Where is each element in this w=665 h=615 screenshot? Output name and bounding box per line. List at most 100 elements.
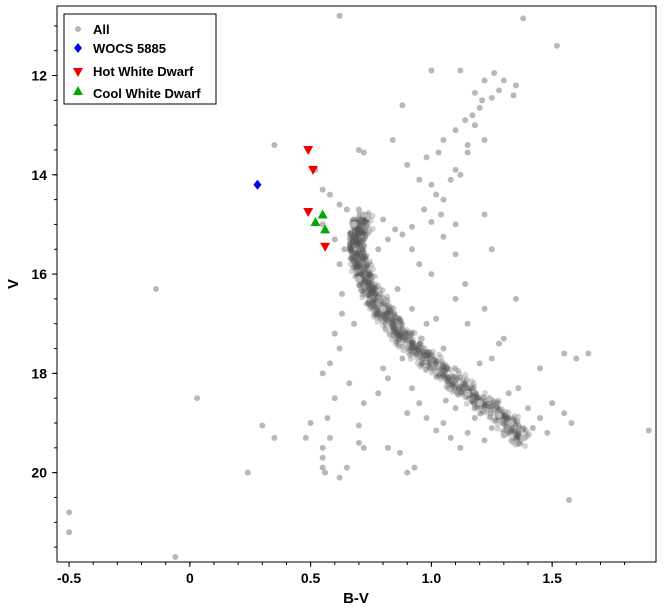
ridge-point bbox=[353, 226, 360, 233]
ridge-point bbox=[450, 381, 457, 388]
ridge-point bbox=[424, 349, 431, 356]
ridge-point bbox=[353, 242, 360, 249]
ridge-point bbox=[442, 367, 449, 374]
ridge-point bbox=[364, 281, 371, 288]
ridge-point bbox=[346, 242, 353, 249]
ridge-point bbox=[429, 352, 436, 359]
ridge-point bbox=[374, 304, 381, 311]
ridge-point bbox=[350, 238, 357, 245]
ridge-point bbox=[389, 311, 396, 318]
ridge-point bbox=[436, 366, 443, 373]
ridge-point bbox=[403, 329, 410, 336]
ridge-point bbox=[488, 404, 495, 411]
point-all bbox=[409, 223, 416, 230]
ridge-point bbox=[414, 341, 421, 348]
ridge-point bbox=[481, 400, 488, 407]
ridge-point bbox=[410, 340, 417, 347]
ridge-point bbox=[354, 215, 361, 222]
legend: All WOCS 5885 Hot White Dwarf Cool White… bbox=[63, 13, 217, 105]
ridge-point bbox=[396, 333, 403, 340]
ridge-point bbox=[453, 374, 460, 381]
ridge-point bbox=[418, 344, 425, 351]
ridge-point bbox=[406, 340, 413, 347]
ridge-point bbox=[433, 374, 440, 381]
ridge-point bbox=[359, 236, 366, 243]
ridge-point bbox=[500, 409, 507, 416]
ridge-point bbox=[396, 336, 403, 343]
ridge-point bbox=[347, 229, 354, 236]
ridge-point bbox=[424, 352, 431, 359]
ridge-point bbox=[403, 336, 410, 343]
ridge-point bbox=[440, 372, 447, 379]
point-all bbox=[508, 420, 515, 426]
ridge-point bbox=[432, 359, 439, 366]
ridge-point bbox=[431, 361, 438, 368]
ridge-point bbox=[369, 287, 376, 294]
ridge-point bbox=[451, 387, 458, 394]
ridge-point bbox=[360, 249, 367, 256]
ridge-point bbox=[397, 330, 404, 337]
legend-marker-hot-wd bbox=[73, 68, 83, 77]
ridge-point bbox=[409, 329, 416, 336]
point-all bbox=[462, 281, 469, 287]
ridge-point bbox=[380, 322, 387, 329]
ridge-point bbox=[457, 389, 464, 396]
ridge-point bbox=[442, 367, 449, 374]
ridge-point bbox=[370, 296, 377, 303]
ridge-point bbox=[453, 381, 460, 388]
ridge-point bbox=[494, 405, 501, 412]
ridge-point bbox=[481, 404, 488, 411]
point-all bbox=[396, 449, 403, 456]
point-all bbox=[496, 340, 503, 347]
ridge-point bbox=[356, 223, 363, 230]
ridge-point bbox=[387, 320, 394, 327]
ridge-point bbox=[409, 340, 416, 347]
ridge-point bbox=[371, 285, 378, 292]
ridge-point bbox=[350, 258, 357, 265]
point-all bbox=[394, 285, 401, 292]
ridge-point bbox=[386, 304, 393, 311]
point-all bbox=[524, 405, 531, 412]
ridge-point bbox=[443, 365, 450, 372]
ridge-point bbox=[424, 359, 431, 366]
ridge-point bbox=[505, 414, 512, 421]
ridge-point bbox=[515, 430, 522, 437]
ridge-point bbox=[352, 236, 359, 243]
ridge-point bbox=[416, 344, 423, 351]
ridge-point bbox=[365, 272, 372, 279]
point-all bbox=[452, 127, 459, 134]
point-all bbox=[404, 410, 411, 417]
ridge-point bbox=[420, 359, 427, 366]
ridge-point bbox=[373, 294, 380, 301]
ridge-point bbox=[425, 362, 432, 369]
ridge-point bbox=[347, 254, 354, 261]
point-all bbox=[500, 77, 507, 84]
ridge-point bbox=[386, 331, 393, 338]
ridge-point bbox=[432, 365, 439, 372]
ridge-point bbox=[357, 255, 364, 262]
ridge-point bbox=[471, 383, 478, 390]
ridge-point bbox=[406, 332, 413, 339]
ridge-point bbox=[407, 333, 414, 340]
point-all bbox=[496, 412, 503, 419]
ridge-point bbox=[515, 422, 522, 429]
ridge-point bbox=[372, 304, 379, 311]
ridge-point bbox=[393, 331, 400, 338]
ridge-point bbox=[367, 289, 374, 296]
ridge-point bbox=[506, 430, 513, 437]
ridge-point bbox=[363, 224, 370, 231]
ridge-point bbox=[512, 428, 519, 435]
ridge-point bbox=[441, 364, 448, 371]
ridge-point bbox=[420, 349, 427, 356]
ridge-point bbox=[415, 349, 422, 356]
ridge-point bbox=[514, 431, 521, 438]
ridge-point bbox=[385, 308, 392, 315]
ridge-point bbox=[353, 250, 360, 257]
ridge-point bbox=[440, 372, 447, 379]
ridge-point bbox=[359, 229, 366, 236]
ridge-point bbox=[404, 326, 411, 333]
point-all bbox=[452, 251, 459, 258]
point-all bbox=[423, 154, 430, 161]
ridge-point bbox=[435, 371, 442, 378]
